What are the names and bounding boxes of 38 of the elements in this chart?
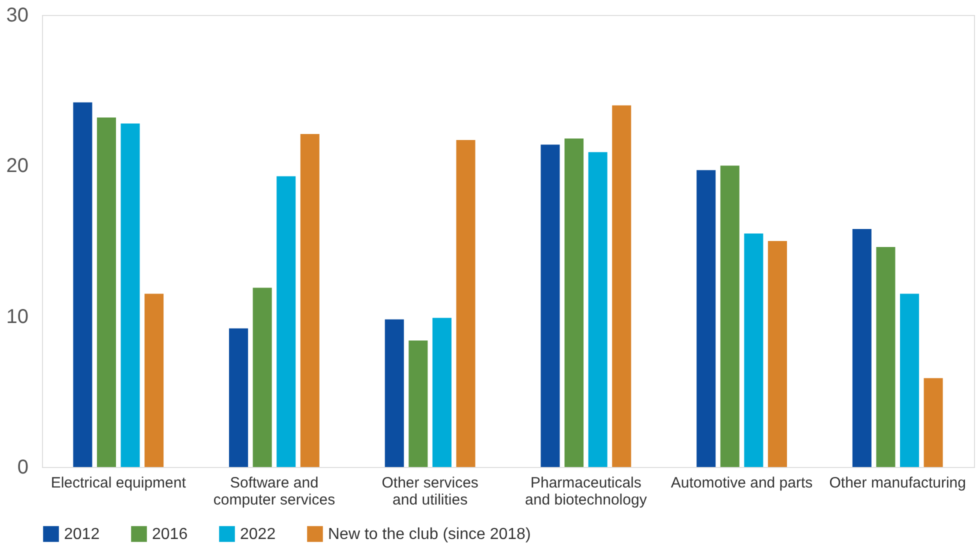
bar	[876, 247, 896, 467]
bar	[768, 241, 787, 467]
bar	[408, 340, 428, 467]
bar	[300, 134, 320, 467]
bar	[384, 319, 404, 467]
legend-label: New to the club (since 2018)	[328, 526, 531, 543]
x-tick-label: Software and computer services	[213, 474, 336, 508]
bar	[720, 166, 740, 467]
bar	[96, 117, 116, 467]
legend-label: 2022	[240, 526, 276, 543]
y-tick-label: 30	[6, 4, 28, 26]
bar	[229, 328, 248, 467]
x-tick-label: Other services and utilities	[382, 474, 478, 508]
y-tick-label: 20	[6, 155, 28, 178]
bar	[588, 152, 608, 467]
y-tick-label: 0	[17, 456, 28, 478]
bar	[456, 140, 476, 467]
bar	[144, 294, 164, 467]
bar	[852, 228, 872, 467]
x-tick-label: Electrical equipment	[50, 474, 187, 492]
legend-label: 2016	[152, 526, 188, 543]
bar	[744, 233, 764, 467]
bar	[564, 138, 584, 467]
bar	[612, 105, 632, 467]
bar	[540, 144, 560, 467]
bar	[276, 176, 296, 467]
legend-label: 2012	[64, 526, 100, 543]
bar	[900, 294, 920, 467]
bar	[120, 123, 140, 467]
bar	[73, 102, 92, 467]
bar	[924, 378, 943, 467]
bar	[432, 318, 452, 467]
x-tick-label: Automotive and parts	[670, 474, 813, 492]
x-tick-label: Other manufacturing	[829, 474, 966, 492]
bar	[696, 170, 716, 467]
y-tick-label: 10	[6, 306, 28, 328]
x-tick-label: Pharmaceuticals and biotechnology	[525, 474, 648, 508]
bar	[252, 288, 272, 467]
